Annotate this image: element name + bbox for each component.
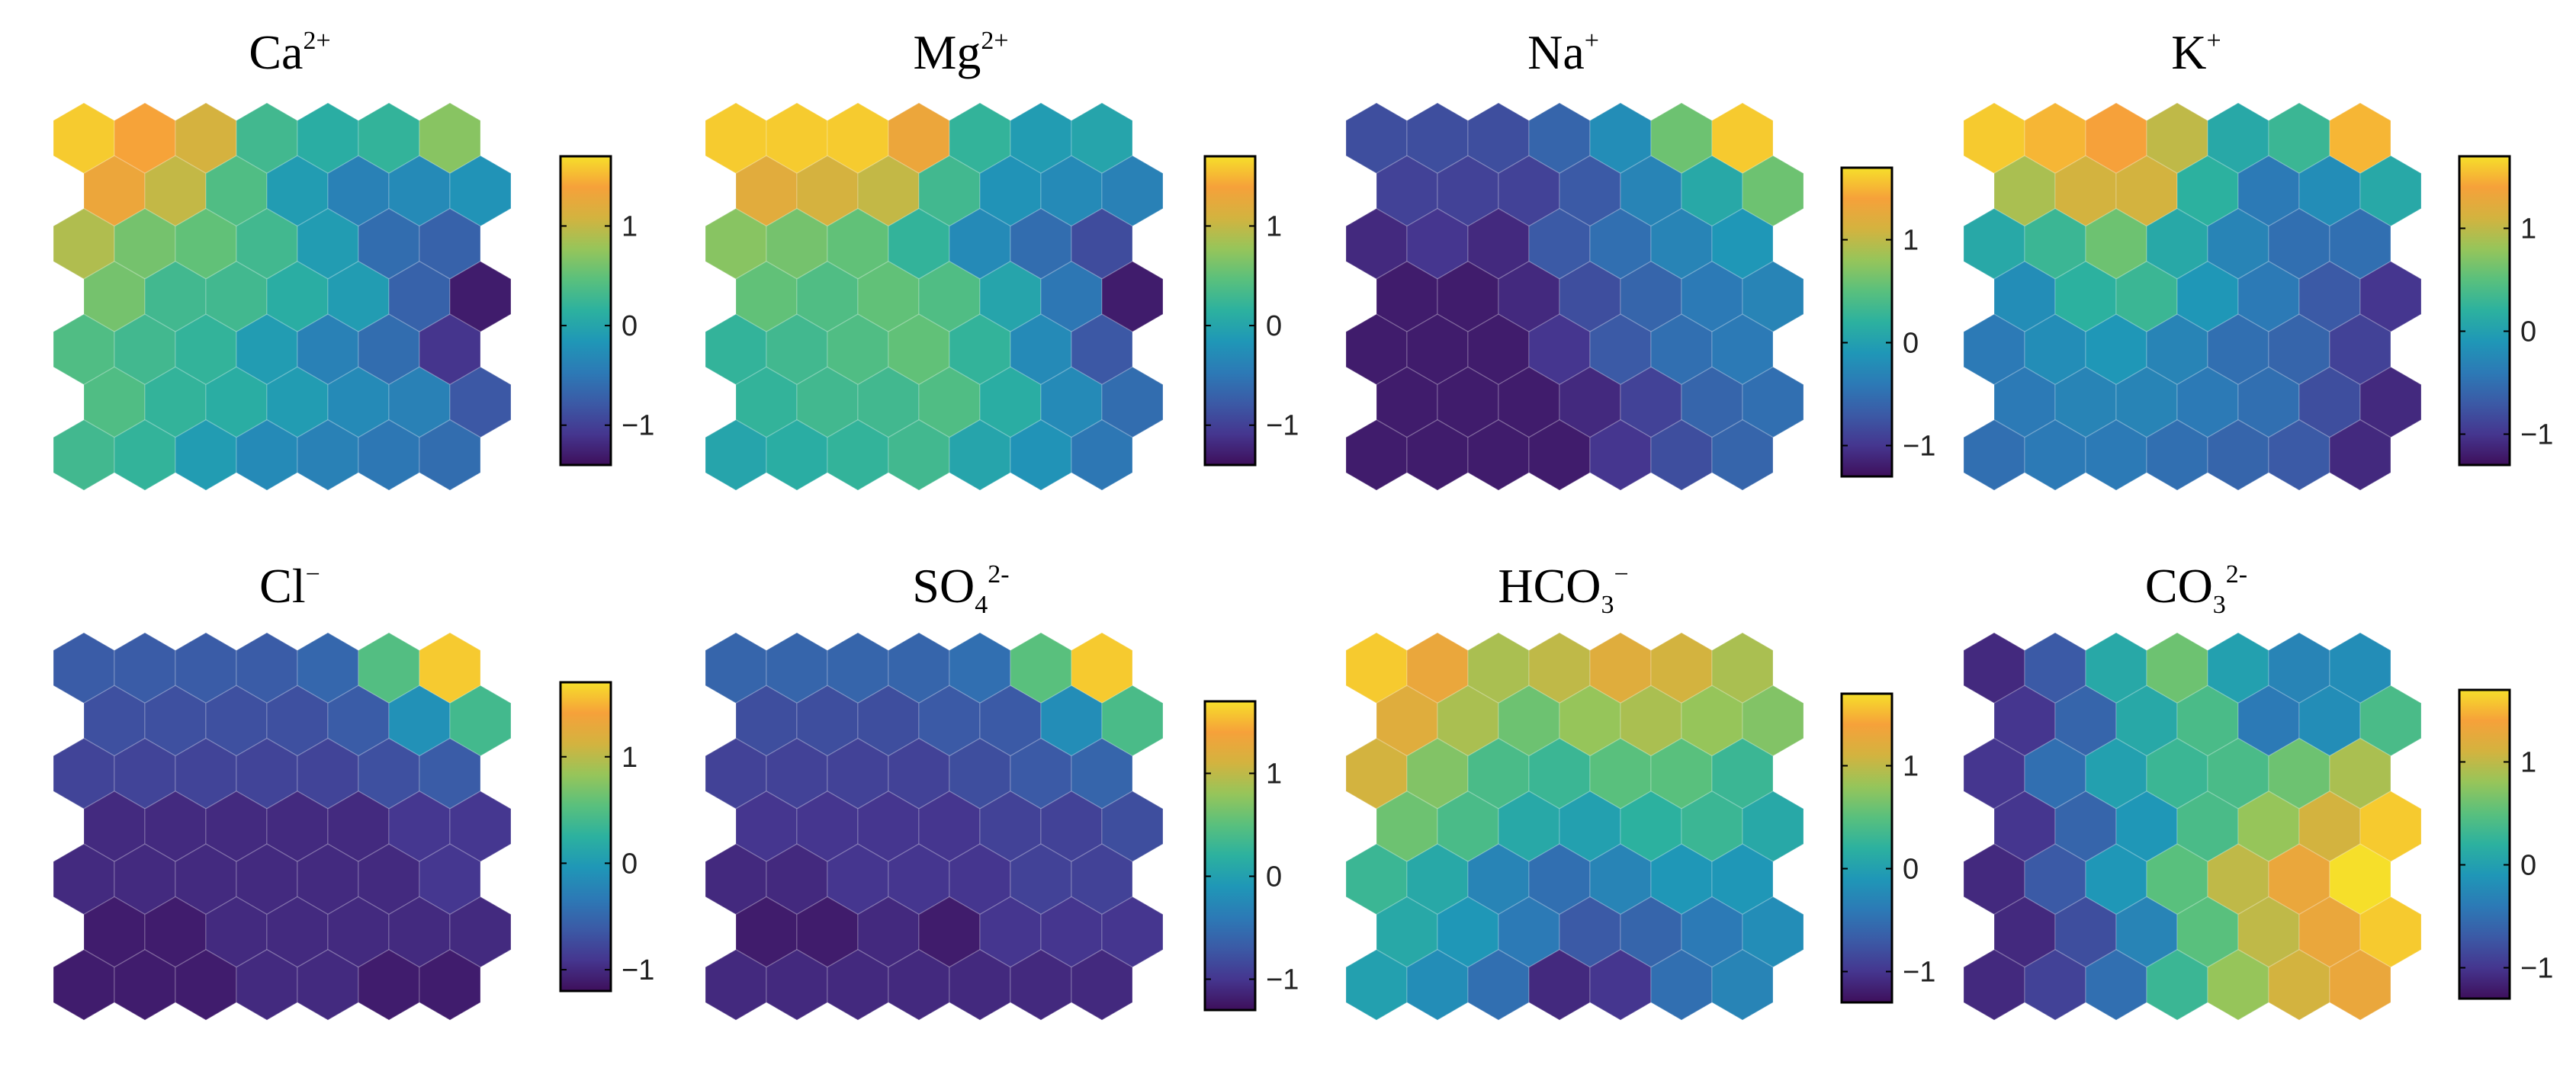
panel-title-base: Na [1527,25,1585,79]
colorbar-tick-label: 1 [1903,751,1919,783]
panel-title: SO42- [912,559,1009,619]
panel-title-superscript: − [1614,560,1628,589]
colorbar-tick-label: 0 [1266,861,1282,893]
panel-title-subscript: 3 [1601,591,1614,619]
panel-title-base: K [2171,25,2206,79]
colorbar-frame [1840,166,1893,478]
som-hex-cell [1071,419,1133,491]
panel-title-superscript: + [1585,27,1599,55]
colorbar-tick-label: 1 [1266,758,1282,791]
colorbar-frame [1203,155,1257,467]
som-hex-cell [1711,948,1774,1021]
colorbar-tick-label: −1 [1266,964,1299,996]
component-plane-panel: Cl− −1 0 1 [53,559,654,1021]
som-hex-cell [1071,948,1133,1021]
panel-title-subscript: 4 [975,591,988,619]
colorbar-tick-label: 1 [2520,213,2536,245]
colorbar-tick-label: 1 [622,742,638,774]
colorbar-frame [1203,700,1257,1012]
colorbar-tick-label: 0 [2520,316,2536,348]
colorbar-tick-label: 1 [1266,210,1282,242]
panel-title-superscript: 2- [2226,560,2247,589]
som-hex-cell [1711,419,1774,491]
colorbar-tick-label: 0 [1903,854,1919,886]
panel-title: Cl− [259,559,320,613]
panel-title-base: SO [912,559,975,613]
panel-title-base: Mg [913,25,981,79]
component-plane-panel: K+ −1 0 1 [1963,25,2553,491]
colorbar-frame [1840,692,1893,1004]
som-hex-cell [419,948,481,1021]
panel-title-superscript: 2+ [981,27,1008,55]
colorbar [2459,156,2510,465]
panel-title: CO32- [2145,559,2247,619]
colorbar-tick-label: 0 [1266,310,1282,342]
component-plane-panel: HCO3− −1 0 1 [1345,559,1935,1021]
colorbar [560,682,611,991]
panel-title-base: CO [2145,559,2213,613]
colorbar [1842,694,1892,1002]
colorbar-tick-label: 0 [622,310,638,342]
panel-title: K+ [2171,25,2221,79]
colorbar [2459,690,2510,999]
colorbar-tick-label: −1 [622,410,654,442]
panel-title: Mg2+ [913,25,1008,79]
colorbar-tick-label: −1 [2520,953,2553,985]
panel-title-subscript: 3 [2213,591,2226,619]
panel-title-base: HCO [1498,559,1601,613]
panel-title: Na+ [1527,25,1599,79]
colorbar-tick-label: −1 [1903,957,1935,989]
colorbar-tick-label: −1 [1903,431,1935,463]
panel-title-superscript: 2- [988,560,1009,589]
panel-title: HCO3− [1498,559,1628,619]
som-hex-cell [2329,948,2391,1021]
colorbar [1205,156,1255,465]
component-plane-panel: Na+ −1 0 1 [1345,25,1935,491]
colorbar-frame [2458,688,2511,1000]
panel-title-superscript: − [306,560,320,589]
colorbar [1205,701,1255,1010]
panel-title-superscript: 2+ [303,27,330,55]
colorbar-tick-label: 0 [622,848,638,880]
panel-title-base: Ca [249,25,303,79]
colorbar-tick-label: 1 [622,210,638,242]
colorbar [560,156,611,465]
panel-title: Ca2+ [249,25,330,79]
som-hex-cell [2329,419,2391,491]
component-plane-panel: Ca2+ −1 0 1 [53,25,654,491]
colorbar-tick-label: 1 [1903,225,1919,257]
colorbar-tick-label: −1 [622,954,654,986]
component-plane-panel: Mg2+ −1 0 1 [705,25,1299,491]
colorbar-tick-label: −1 [1266,410,1299,442]
colorbar-tick-label: 1 [2520,747,2536,779]
panel-title-base: Cl [259,559,305,613]
colorbar-frame [559,681,612,993]
panel-title-superscript: + [2207,27,2221,55]
som-hex-cell [419,419,481,491]
colorbar-tick-label: −1 [2520,419,2553,451]
colorbar-frame [559,155,612,467]
component-plane-panel: CO32- −1 0 1 [1963,559,2553,1021]
colorbar-tick-label: 0 [1903,328,1919,360]
component-plane-panel: SO42- −1 0 1 [705,559,1299,1021]
colorbar-tick-label: 0 [2520,850,2536,882]
colorbar [1842,168,1892,476]
colorbar-frame [2458,155,2511,467]
